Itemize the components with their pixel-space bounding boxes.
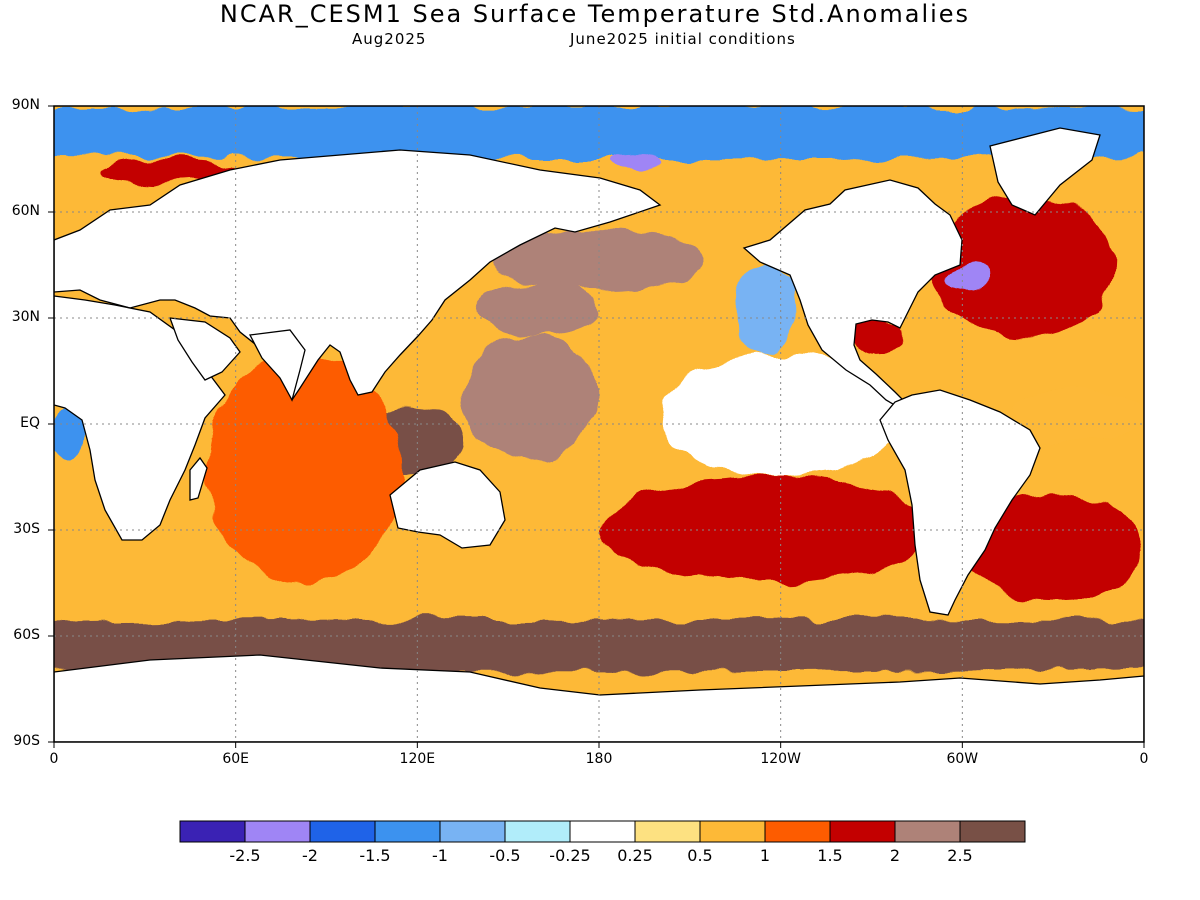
colorbar-label-1: -2 [302, 846, 318, 865]
x-tick-label-6: 0 [1139, 751, 1149, 767]
region-17 [54, 618, 1144, 672]
x-tick-label-4: 120W [760, 751, 801, 767]
colorbar-label-5: -0.25 [549, 846, 591, 865]
map-grid [54, 106, 1144, 742]
colorbar-swatch-2 [309, 820, 376, 843]
land-antarctica [54, 654, 1144, 742]
colorbar-label-4: -0.5 [489, 846, 521, 865]
y-tick-label-1: 60N [11, 203, 40, 219]
colorbar-swatch-9 [764, 820, 831, 843]
colorbar-swatch-7 [634, 820, 701, 843]
land-australia [389, 461, 506, 549]
colorbar-swatch-1 [244, 820, 311, 843]
y-tick-label-4: 30S [13, 521, 40, 537]
colorbar-label-6: 0.25 [617, 846, 653, 865]
valid-month: Aug2025 [352, 30, 427, 48]
region-2 [99, 159, 236, 184]
colorbar-label-7: 0.5 [687, 846, 713, 865]
region-16 [962, 494, 1144, 601]
colorbar-label-9: 1.5 [817, 846, 843, 865]
colorbar-swatch-6 [569, 820, 636, 843]
land-madagascar [189, 456, 208, 501]
region-11 [847, 318, 902, 354]
region-12 [932, 194, 1114, 336]
x-tick-label-3: 180 [585, 751, 613, 767]
land-africa [54, 295, 226, 541]
region-4 [477, 282, 599, 336]
colorbar-swatch-10 [829, 820, 896, 843]
colorbar-swatch-11 [894, 820, 961, 843]
region-15 [54, 406, 85, 460]
region-13 [947, 265, 993, 290]
colorbar-swatch-12 [959, 820, 1026, 843]
region-10 [205, 353, 403, 583]
land-north-america [742, 179, 963, 409]
y-tick-label-2: 30N [11, 309, 40, 325]
axis-ticks [48, 105, 1145, 748]
colorbar-label-2: -1.5 [359, 846, 391, 865]
colorbar-swatch-4 [439, 820, 506, 843]
colorbar-label-3: -1 [432, 846, 448, 865]
region-8 [599, 477, 933, 583]
colorbar [179, 820, 1026, 843]
x-tick-label-1: 60E [222, 751, 249, 767]
region-14 [1007, 388, 1144, 442]
y-tick-label-5: 60S [13, 627, 40, 643]
region-6 [659, 353, 902, 477]
land-india [248, 329, 306, 402]
land-greenland [989, 127, 1101, 216]
colorbar-label-0: -2.5 [229, 846, 261, 865]
region-3 [493, 229, 705, 290]
region-7 [735, 265, 796, 354]
init-conditions: June2025 initial conditions [570, 30, 796, 48]
colorbar-swatch-3 [374, 820, 441, 843]
land-arabia [169, 317, 241, 381]
y-tick-label-0: 90N [11, 97, 40, 113]
colorbar-label-11: 2.5 [947, 846, 973, 865]
x-tick-label-5: 60W [946, 751, 979, 767]
colorbar-label-10: 2 [889, 846, 901, 865]
y-tick-label-6: 90S [13, 733, 40, 749]
y-tick-label-3: EQ [20, 415, 40, 431]
x-tick-label-0: 0 [49, 751, 59, 767]
region-5 [462, 335, 599, 460]
colorbar-swatch-0 [179, 820, 246, 843]
chart-title: NCAR_CESM1 Sea Surface Temperature Std.A… [219, 0, 971, 28]
colorbar-swatch-5 [504, 820, 571, 843]
x-tick-label-2: 120E [399, 751, 436, 767]
colorbar-label-8: 1 [759, 846, 771, 865]
region-0 [54, 106, 1144, 159]
land-south-america [879, 389, 1041, 616]
colorbar-swatch-8 [699, 820, 766, 843]
region-1 [614, 155, 660, 170]
